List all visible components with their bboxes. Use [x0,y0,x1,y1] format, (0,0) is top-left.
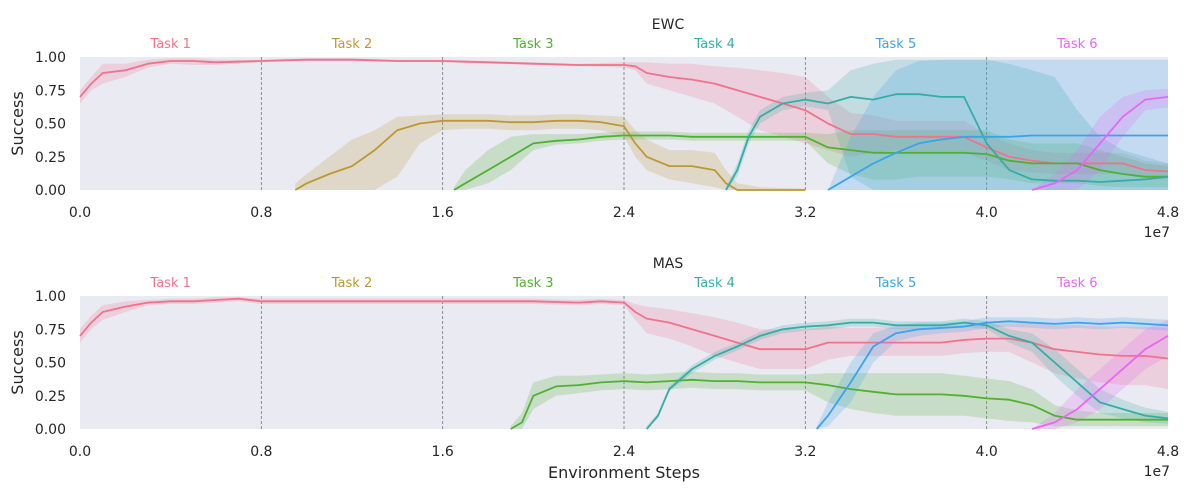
x-tick-label: 0.0 [69,444,91,460]
confidence-band-3 [726,59,1168,191]
task-label: Task 5 [875,276,916,291]
confidence-band-0 [80,297,1168,390]
task-label: Task 4 [693,276,734,291]
confidence-band-4 [828,59,1168,191]
series-line-0 [79,297,1169,360]
task-label: Task 6 [1056,276,1097,291]
series-line-1 [510,378,1168,430]
task-label: Task 2 [331,37,372,52]
confidence-band-1 [295,114,806,190]
confidence-band-5 [1032,88,1168,190]
x-offset-label: 1e7 [1144,225,1170,241]
series-line-1 [294,119,806,191]
x-axis-label: Environment Steps [548,463,700,482]
y-tick-label: 1.00 [35,289,66,305]
x-offset-label: 1e7 [1144,464,1170,480]
confidence-band-0 [80,58,1168,180]
y-tick-label: 0.25 [35,150,66,166]
x-tick-label: 4.8 [1157,444,1179,460]
x-tick-label: 0.8 [250,205,272,221]
x-tick-label: 3.2 [794,444,816,460]
series-line-2 [453,134,1168,191]
task-label: Task 2 [331,276,372,291]
y-axis-label: Success [8,330,27,394]
series-line-4 [1031,335,1169,430]
y-tick-label: 0.50 [35,117,66,133]
confidence-band-3 [816,317,1168,429]
confidence-band-2 [646,318,1168,429]
series-line-3 [816,320,1169,430]
task-label: Task 6 [1056,37,1097,52]
y-tick-label: 0.50 [35,356,66,372]
x-tick-label: 1.6 [432,205,454,221]
series-line-0 [79,58,1169,173]
x-tick-label: 2.4 [613,444,635,460]
x-tick-label: 2.4 [613,205,635,221]
y-tick-label: 0.75 [35,83,66,99]
y-tick-label: 1.00 [35,50,66,66]
series-line-3 [725,93,1169,191]
confidence-band-2 [454,130,1168,190]
y-tick-label: 0.75 [35,322,66,338]
confidence-band-4 [1032,319,1168,429]
x-tick-label: 0.0 [69,205,91,221]
task-label: Task 1 [149,276,190,291]
x-tick-label: 4.8 [1157,205,1179,221]
y-tick-label: 0.00 [35,422,66,438]
panel-title: MAS [653,256,684,272]
series-line-5 [1031,96,1169,191]
task-label: Task 4 [693,37,734,52]
y-tick-label: 0.00 [35,183,66,199]
y-tick-label: 0.25 [35,389,66,405]
task-label: Task 3 [512,276,553,291]
x-tick-label: 0.8 [250,444,272,460]
series-line-2 [646,321,1169,430]
y-axis-label: Success [8,91,27,155]
x-tick-label: 4.0 [976,444,998,460]
panel-title: EWC [652,17,685,33]
task-label: Task 1 [149,37,190,52]
task-label: Task 3 [512,37,553,52]
x-tick-label: 1.6 [432,444,454,460]
task-label: Task 5 [875,37,916,52]
x-tick-label: 3.2 [794,205,816,221]
x-tick-label: 4.0 [976,205,998,221]
series-line-4 [827,134,1168,191]
